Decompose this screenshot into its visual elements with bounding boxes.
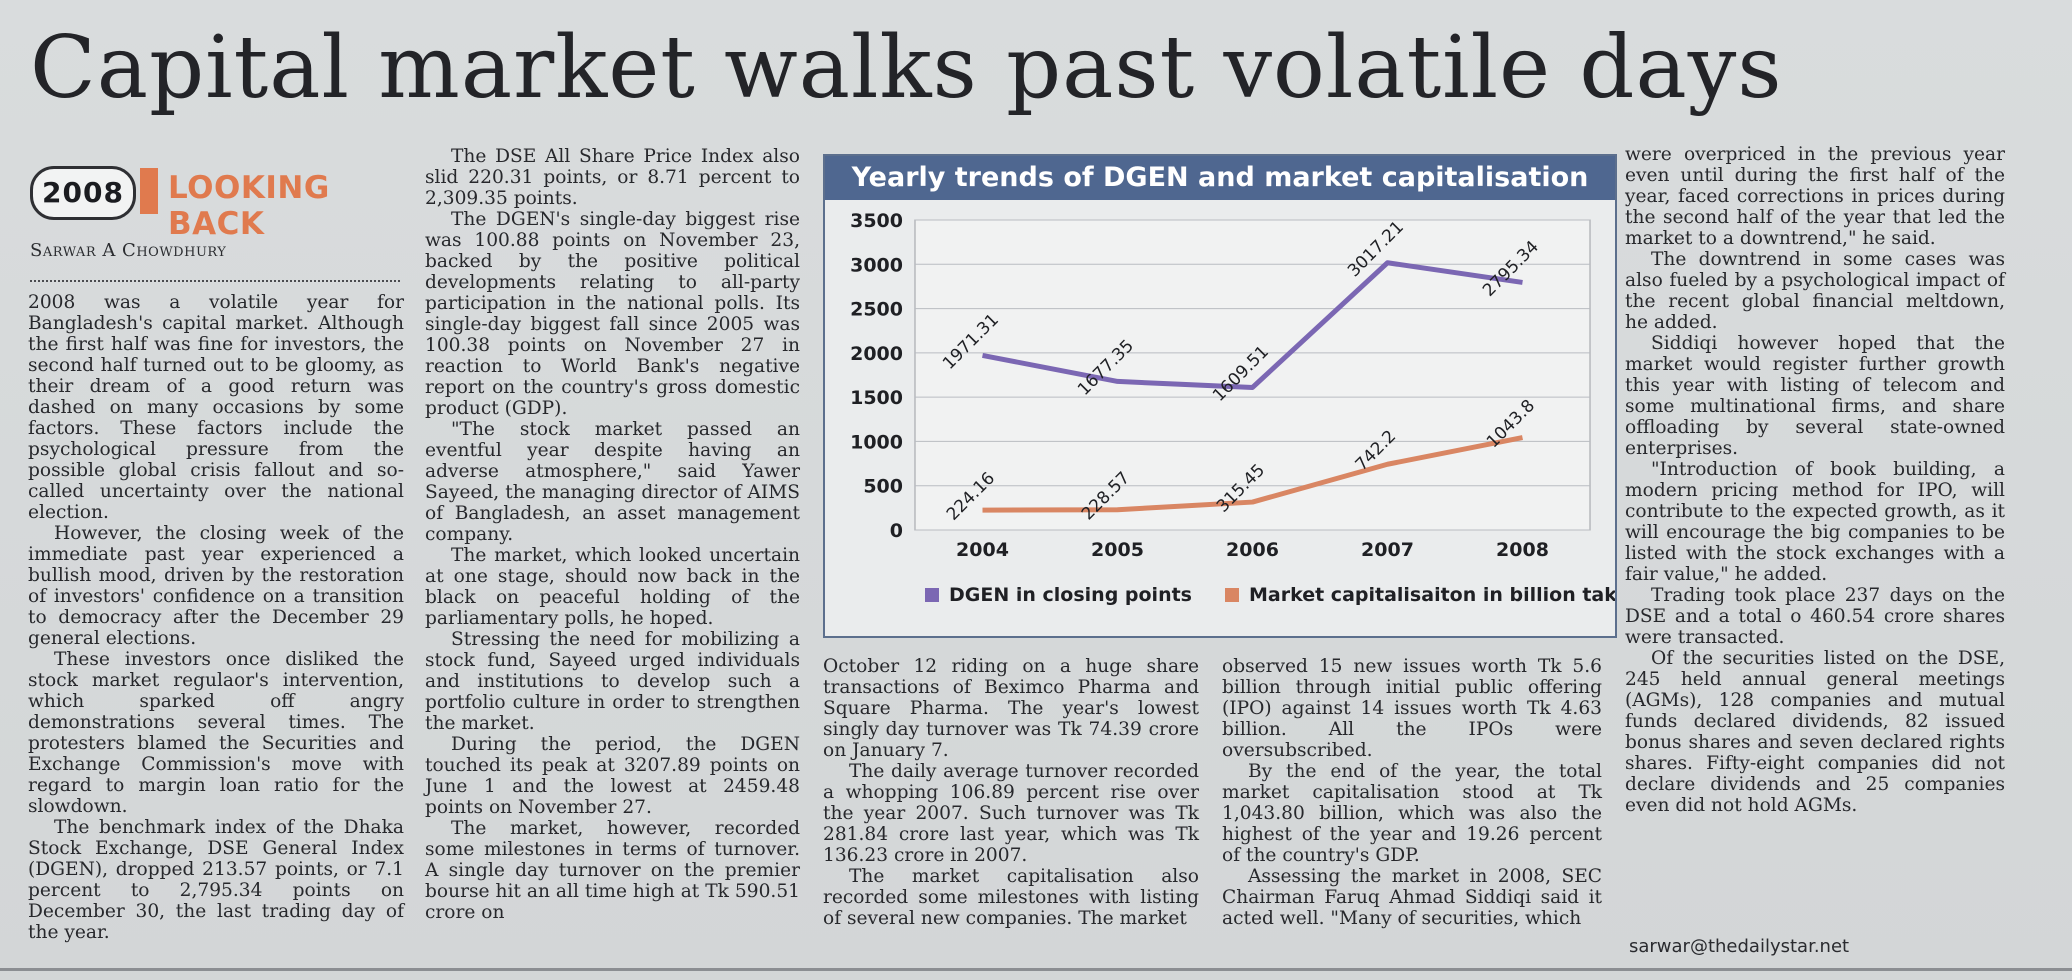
paragraph: The downtrend in some cases was also fue… [1625,249,2005,333]
paragraph: "Introduction of book building, a modern… [1625,459,2005,585]
legend-swatch-1 [925,588,939,602]
paragraph: The DSE All Share Price Index also slid … [425,146,800,209]
paragraph: Of the securities listed on the DSE, 245… [1625,648,2005,816]
legend-label-2: Market capitalisaiton in billion taka [1249,584,1615,606]
byline-divider [30,280,400,282]
paragraph: observed 15 new issues worth Tk 5.6 bill… [1222,656,1602,761]
paragraph: The DGEN's single-day biggest rise was 1… [425,209,800,419]
paragraph: October 12 riding on a huge share transa… [823,656,1199,761]
section-label: LOOKING BACK [168,170,330,242]
x-tick-label: 2007 [1361,539,1414,561]
paragraph: The market, however, recorded some miles… [425,818,800,923]
paragraph: However, the closing week of the immedia… [28,523,404,649]
paragraph: Stressing the need for mobilizing a stoc… [425,629,800,734]
paragraph: These investors once disliked the stock … [28,649,404,817]
series-line-2 [982,435,1523,513]
y-tick-label: 1000 [850,431,903,453]
y-tick-label: 500 [863,476,903,498]
bottom-rule [0,968,2072,971]
article-column-4: observed 15 new issues worth Tk 5.6 bill… [1222,656,1602,929]
legend-label-1: DGEN in closing points [949,584,1192,606]
paragraph: Siddiqi however hoped that the market wo… [1625,333,2005,459]
chart-plot: 0 500 1000 1500 2000 2500 3000 3500 2004 2005 2006… [850,210,1615,606]
legend-swatch-2 [1225,588,1239,602]
y-tick-label: 3500 [850,210,903,232]
paragraph: The market capitalisation also recorded … [823,866,1199,929]
y-tick-label: 2000 [850,343,903,365]
x-tick-label: 2005 [1091,539,1144,561]
paragraph: The benchmark index of the Dhaka Stock E… [28,817,404,943]
paragraph: Assessing the market in 2008, SEC Chairm… [1222,866,1602,929]
y-tick-label: 2500 [850,299,903,321]
paragraph: Trading took place 237 days on the DSE a… [1625,585,2005,648]
paragraph: By the end of the year, the total market… [1222,761,1602,866]
paragraph: The daily average turnover recorded a wh… [823,761,1199,866]
article-column-1: 2008 was a volatile year for Bangladesh'… [28,292,404,943]
author-email: sarwar@thedailystar.net [1629,936,1850,957]
headline: Capital market walks past volatile days [30,18,1783,118]
paragraph: During the period, the DGEN touched its … [425,734,800,818]
paragraph: were overpriced in the previous year eve… [1625,144,2005,249]
x-tick-label: 2006 [1226,539,1279,561]
article-column-2: The DSE All Share Price Index also slid … [425,146,800,923]
badge-accent-bar [140,168,158,214]
article-column-5: were overpriced in the previous year eve… [1625,144,2005,816]
trend-chart: Yearly trends of DGEN and market capital… [823,154,1617,638]
y-tick-label: 3000 [850,254,903,276]
paragraph: 2008 was a volatile year for Bangladesh'… [28,292,404,523]
series-line-1 [982,260,1523,390]
section-badge: 2008 LOOKING BACK [30,160,400,242]
y-tick-label: 0 [890,520,903,542]
paragraph: The market, which looked uncertain at on… [425,545,800,629]
year-logo: 2008 [30,166,136,220]
chart-title: Yearly trends of DGEN and market capital… [825,156,1615,200]
x-tick-label: 2004 [956,539,1009,561]
paragraph: "The stock market passed an eventful yea… [425,419,800,545]
plot-area [914,219,1591,531]
article-column-3: October 12 riding on a huge share transa… [823,656,1199,929]
y-tick-label: 1500 [850,387,903,409]
byline: Sarwar A Chowdhury [30,240,227,261]
x-tick-label: 2008 [1496,539,1549,561]
